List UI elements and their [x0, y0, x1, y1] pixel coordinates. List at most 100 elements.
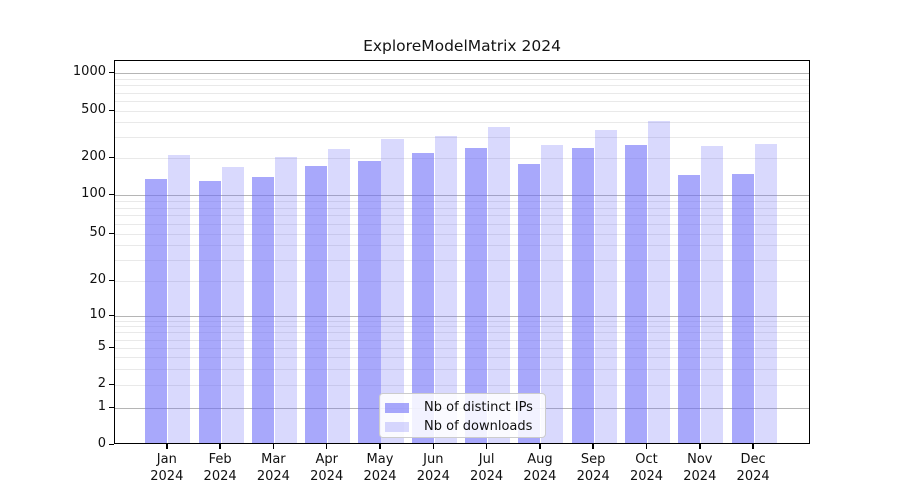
bar-distinct-ips-jun	[411, 153, 434, 443]
bar-distinct-ips-aug	[518, 164, 541, 443]
bar-distinct-ips-oct	[624, 144, 648, 443]
gridline-1000	[115, 73, 809, 74]
x-tick-label-jun: Jun 2024	[416, 452, 450, 484]
legend-label-downloads: Nb of downloads	[424, 419, 533, 434]
y-tick-label-1000: 1000	[72, 64, 106, 79]
y-tick-mark-10	[109, 314, 114, 316]
gridline-100	[115, 195, 809, 196]
gridline-40	[115, 245, 809, 247]
x-tick-mark-nov	[699, 444, 701, 449]
y-tick-label-2: 2	[97, 376, 106, 391]
bar-distinct-ips-dec	[731, 173, 754, 443]
legend: Nb of distinct IPs Nb of downloads	[379, 393, 546, 438]
gridline-9	[115, 320, 809, 322]
y-tick-label-200: 200	[81, 149, 106, 164]
bar-downloads-may	[381, 138, 404, 443]
bar-downloads-aug	[541, 144, 564, 443]
x-tick-mark-aug	[539, 444, 541, 449]
bar-distinct-ips-mar	[251, 176, 274, 443]
gridline-20	[115, 281, 809, 282]
x-tick-label-dec: Dec 2024	[736, 452, 770, 484]
legend-swatch-distinct-ips	[385, 402, 409, 413]
x-tick-label-sep: Sep 2024	[576, 452, 610, 484]
chart-title: ExploreModelMatrix 2024	[363, 37, 561, 55]
x-tick-label-jan: Jan 2024	[150, 452, 184, 484]
gridline-10	[115, 316, 809, 317]
gridline-6	[115, 339, 809, 341]
x-tick-label-may: May 2024	[363, 452, 397, 484]
bar-downloads-feb	[221, 167, 244, 443]
gridline-8	[115, 326, 809, 328]
y-tick-mark-100	[109, 193, 114, 195]
y-tick-mark-500	[109, 109, 114, 111]
bar-downloads-sep	[594, 130, 617, 443]
gridline-5	[115, 348, 809, 349]
y-tick-label-10: 10	[89, 307, 106, 322]
y-tick-mark-2	[109, 383, 114, 385]
x-tick-mark-sep	[592, 444, 594, 449]
legend-label-distinct-ips: Nb of distinct IPs	[424, 400, 533, 415]
plot-area	[114, 60, 810, 444]
gridline-60	[115, 223, 809, 225]
y-tick-mark-1	[109, 406, 114, 408]
bar-downloads-jan	[168, 154, 191, 443]
gridline-200	[115, 158, 809, 159]
y-tick-label-100: 100	[81, 186, 106, 201]
x-tick-label-jul: Jul 2024	[470, 452, 504, 484]
legend-row-downloads: Nb of downloads	[385, 417, 537, 436]
bar-downloads-mar	[274, 157, 297, 443]
gridline-300	[115, 137, 809, 139]
x-tick-mark-jan	[166, 444, 168, 449]
legend-row-distinct-ips: Nb of distinct IPs	[385, 398, 537, 417]
gridline-3	[115, 368, 809, 370]
bar-downloads-nov	[701, 146, 724, 443]
y-tick-mark-50	[109, 232, 114, 234]
y-tick-label-5: 5	[97, 339, 106, 354]
x-tick-mark-jul	[485, 444, 488, 449]
x-tick-label-oct: Oct 2024	[629, 452, 664, 484]
y-tick-label-50: 50	[89, 225, 106, 240]
x-tick-mark-may	[379, 444, 381, 449]
x-tick-mark-dec	[752, 444, 754, 449]
bar-distinct-ips-nov	[678, 175, 701, 443]
gridline-4	[115, 357, 809, 358]
bar-downloads-jun	[434, 135, 457, 443]
x-tick-mark-mar	[272, 444, 275, 449]
bar-downloads-dec	[754, 144, 777, 443]
y-tick-mark-0	[109, 443, 114, 445]
bar-distinct-ips-may	[358, 161, 381, 443]
gridline-7	[115, 332, 809, 334]
y-tick-mark-200	[109, 156, 114, 158]
bar-downloads-oct	[647, 121, 671, 443]
gridline-30	[115, 260, 809, 262]
x-tick-label-aug: Aug 2024	[523, 452, 557, 484]
y-tick-label-1: 1	[97, 399, 106, 414]
gridline-700	[115, 92, 809, 94]
x-tick-label-feb: Feb 2024	[203, 452, 237, 484]
bar-distinct-ips-feb	[198, 181, 221, 443]
gridline-800	[115, 85, 809, 87]
gridline-50	[115, 234, 809, 235]
gridline-600	[115, 101, 809, 102]
x-tick-label-nov: Nov 2024	[683, 452, 717, 484]
y-tick-label-500: 500	[81, 102, 106, 117]
bar-distinct-ips-sep	[571, 148, 594, 443]
gridline-500	[115, 111, 809, 112]
y-tick-label-20: 20	[89, 272, 106, 287]
x-tick-label-mar: Mar 2024	[256, 452, 290, 484]
bar-distinct-ips-apr	[305, 165, 328, 443]
x-tick-mark-apr	[325, 444, 328, 449]
bar-downloads-jul	[488, 127, 511, 443]
bar-distinct-ips-jan	[145, 179, 168, 443]
legend-swatch-downloads	[385, 421, 409, 432]
y-tick-mark-5	[109, 346, 114, 348]
gridline-900	[115, 78, 809, 80]
x-tick-mark-jun	[432, 444, 435, 449]
gridline-80	[115, 207, 809, 209]
x-tick-mark-feb	[219, 444, 221, 449]
x-tick-mark-oct	[645, 444, 648, 449]
gridline-70	[115, 215, 809, 217]
bar-downloads-apr	[328, 148, 351, 443]
bar-distinct-ips-jul	[465, 147, 488, 443]
